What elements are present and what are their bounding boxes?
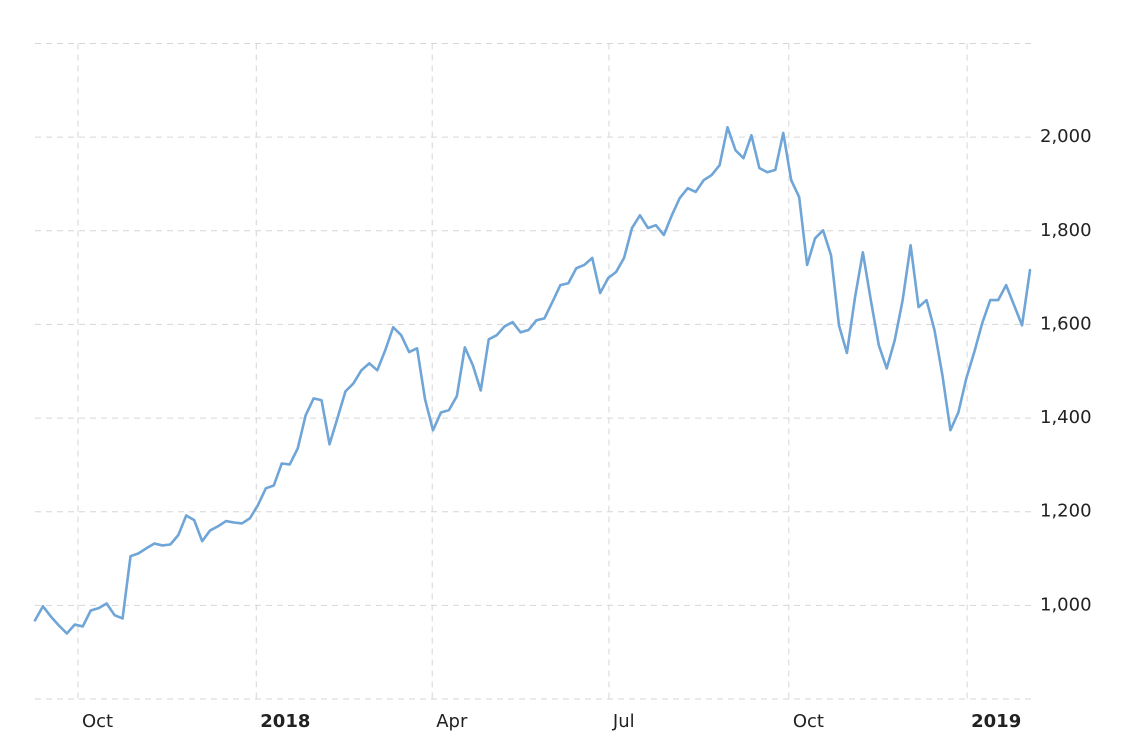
y-tick-label: 1,400 [1040,407,1092,428]
x-tick-label: Oct [793,711,824,732]
x-tick-label: 2018 [260,711,310,732]
y-tick-label: 1,600 [1040,313,1092,334]
y-tick-label: 2,000 [1040,126,1092,147]
x-tick-label: 2019 [971,711,1021,732]
x-tick-label: Oct [82,711,113,732]
y-tick-label: 1,800 [1040,220,1092,241]
price-line [33,126,1032,635]
y-tick-label: 1,000 [1040,594,1092,615]
x-tick-label: Jul [612,711,635,732]
y-tick-label: 1,200 [1040,501,1092,522]
x-tick-label: Apr [436,711,468,732]
